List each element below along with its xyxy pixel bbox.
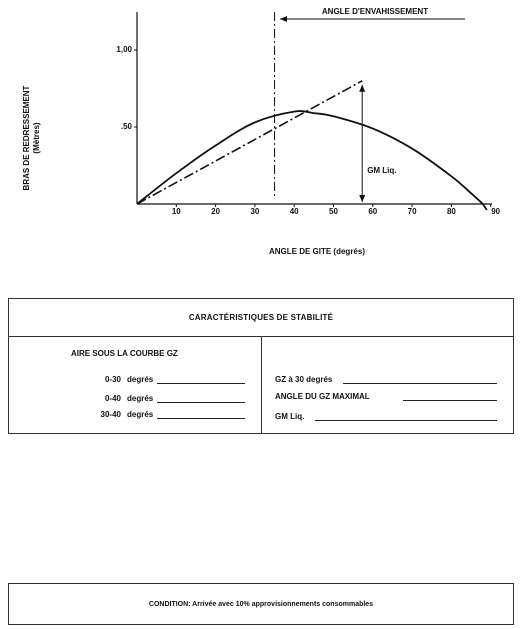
gz-at-30-field[interactable] <box>343 383 497 384</box>
area-unit-30-40: degrés <box>127 410 154 419</box>
max-gz-angle-field[interactable] <box>403 400 497 401</box>
stability-title: CARACTÉRISTIQUES DE STABILITÉ <box>9 299 513 337</box>
stability-divider <box>261 337 262 433</box>
downflooding-arrow-head <box>280 16 287 22</box>
x-tick-label: 10 <box>172 207 181 216</box>
x-tick-label: 80 <box>447 207 456 216</box>
y-tick-label: 1,00 <box>116 45 132 54</box>
area-unit-0-30: degrés <box>127 375 154 384</box>
area-field-30-40[interactable] <box>157 418 245 419</box>
condition-text: CONDITION: Arrivée avec 10% approvisionn… <box>148 600 374 608</box>
y-axis-title: BRAS DE REDRESSEMENT <box>22 85 31 191</box>
area-range-0-40: 0-40 <box>104 394 121 403</box>
y-tick-label: .50 <box>121 122 133 131</box>
gz-stability-chart: 10 20 30 40 50 60 70 80 90 .50 1,00 GM Liq. ANGLE… <box>116 7 501 256</box>
x-axis-label: ANGLE DE GITE (degrés) <box>269 247 365 256</box>
x-tick-label: 20 <box>211 207 220 216</box>
gm-arrow-head-up <box>359 84 366 92</box>
area-range-30-40: 30-40 <box>100 410 121 419</box>
condition-box: CONDITION: Arrivée avec 10% approvisionn… <box>8 583 514 625</box>
downflooding-annotation: ANGLE D'ENVAHISSEMENT <box>322 7 428 16</box>
gz-at-30-label: GZ à 30 degrés <box>275 375 333 384</box>
gz-curve <box>136 110 488 211</box>
area-field-0-30[interactable] <box>157 383 245 384</box>
gm-annotation: GM Liq. <box>367 166 396 175</box>
stability-characteristics-box: CARACTÉRISTIQUES DE STABILITÉ AIRE SOUS … <box>8 298 514 434</box>
y-axis-unit: (Mètres) <box>32 122 41 154</box>
area-field-0-40[interactable] <box>157 402 245 403</box>
area-unit-0-40: degrés <box>127 394 154 403</box>
gm-line <box>136 80 363 205</box>
area-range-0-30: 0-30 <box>104 375 121 384</box>
gm-liq-field[interactable] <box>315 420 497 421</box>
x-tick-label: 90 <box>491 207 500 216</box>
x-tick-label: 40 <box>290 207 299 216</box>
max-gz-angle-label: ANGLE DU GZ MAXIMAL <box>275 392 370 401</box>
y-axis-label: BRAS DE REDRESSEMENT (Mètres) <box>22 78 42 198</box>
x-ticks: 10 20 30 40 50 60 70 80 90 <box>172 204 501 216</box>
y-ticks: .50 1,00 <box>116 45 137 131</box>
x-tick-label: 70 <box>408 207 417 216</box>
x-tick-label: 50 <box>329 207 338 216</box>
gm-liq-label: GM Liq. <box>275 412 305 421</box>
x-tick-label: 60 <box>368 207 377 216</box>
x-tick-label: 30 <box>250 207 259 216</box>
gm-arrow-head-down <box>359 195 366 202</box>
area-heading: AIRE SOUS LA COURBE GZ <box>71 349 178 358</box>
